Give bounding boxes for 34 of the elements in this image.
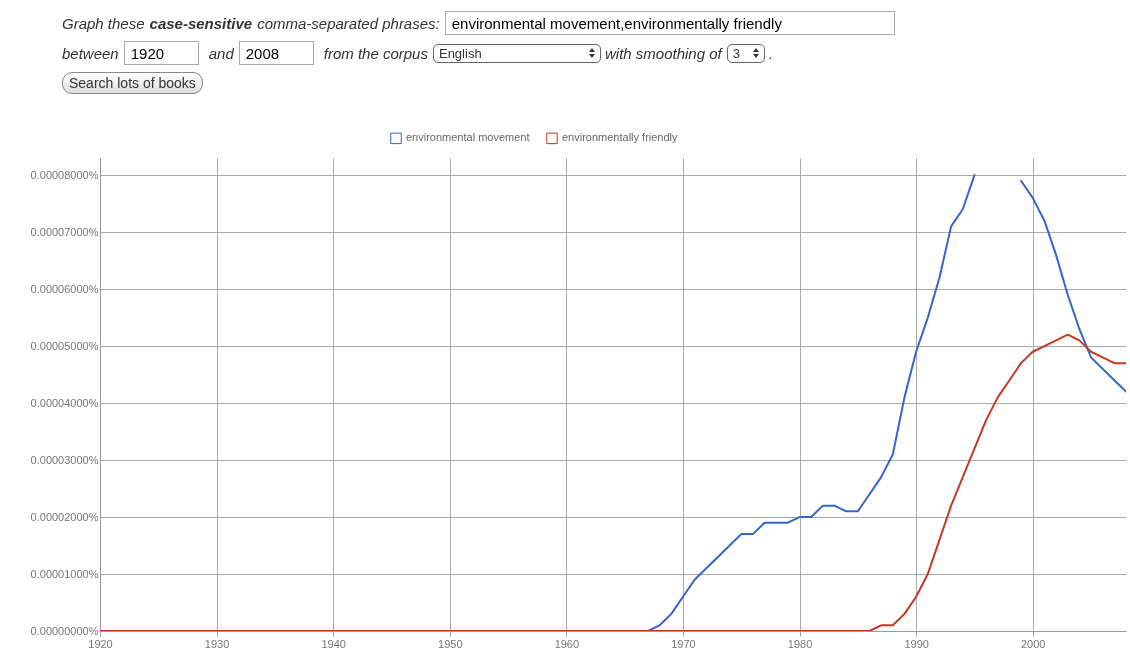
text: case-sensitive: [149, 14, 253, 32]
text-field[interactable]: 2008: [238, 41, 314, 65]
text: from the corpus: [323, 44, 428, 62]
text: Graph these: [62, 14, 145, 32]
x-tick-label: 1920: [88, 637, 113, 650]
text: between: [62, 44, 119, 62]
x-tick-label: 1950: [438, 637, 463, 650]
x-tick-label: 1940: [321, 637, 346, 650]
y-tick-label: 0.00008000%: [30, 168, 99, 181]
dropdown-field[interactable]: English: [432, 43, 601, 63]
search-button[interactable]: Search lots of books: [62, 72, 203, 94]
x-tick-label: 1960: [554, 637, 580, 650]
x-tick-label: 2000: [1020, 637, 1046, 650]
legend-label: environmentally friendly: [562, 131, 679, 144]
text-field[interactable]: 1920: [123, 41, 199, 65]
x-tick-label: 1970: [671, 637, 696, 650]
y-tick-label: 0.00000000%: [30, 624, 99, 637]
x-tick-label: 1930: [204, 637, 230, 650]
legend-label: environmental movement: [406, 131, 530, 144]
text: with smoothing of: [604, 44, 722, 62]
y-tick-label: 0.00007000%: [30, 225, 99, 238]
y-tick-label: 0.00004000%: [30, 396, 99, 409]
text-field[interactable]: environmental movement,environmentally friendly: [444, 11, 895, 35]
y-tick-label: 0.00006000%: [30, 282, 99, 295]
text: comma-separated phrases:: [257, 14, 440, 32]
y-tick-label: 0.00001000%: [30, 567, 99, 580]
dropdown-field[interactable]: 3: [726, 43, 765, 63]
y-tick-label: 0.00003000%: [30, 453, 99, 466]
text: .: [768, 44, 773, 62]
x-tick-label: 1990: [904, 637, 929, 650]
y-tick-label: 0.00002000%: [30, 510, 99, 523]
y-tick-label: 0.00005000%: [30, 339, 99, 352]
x-tick-label: 1980: [787, 637, 813, 650]
text: and: [208, 44, 234, 62]
